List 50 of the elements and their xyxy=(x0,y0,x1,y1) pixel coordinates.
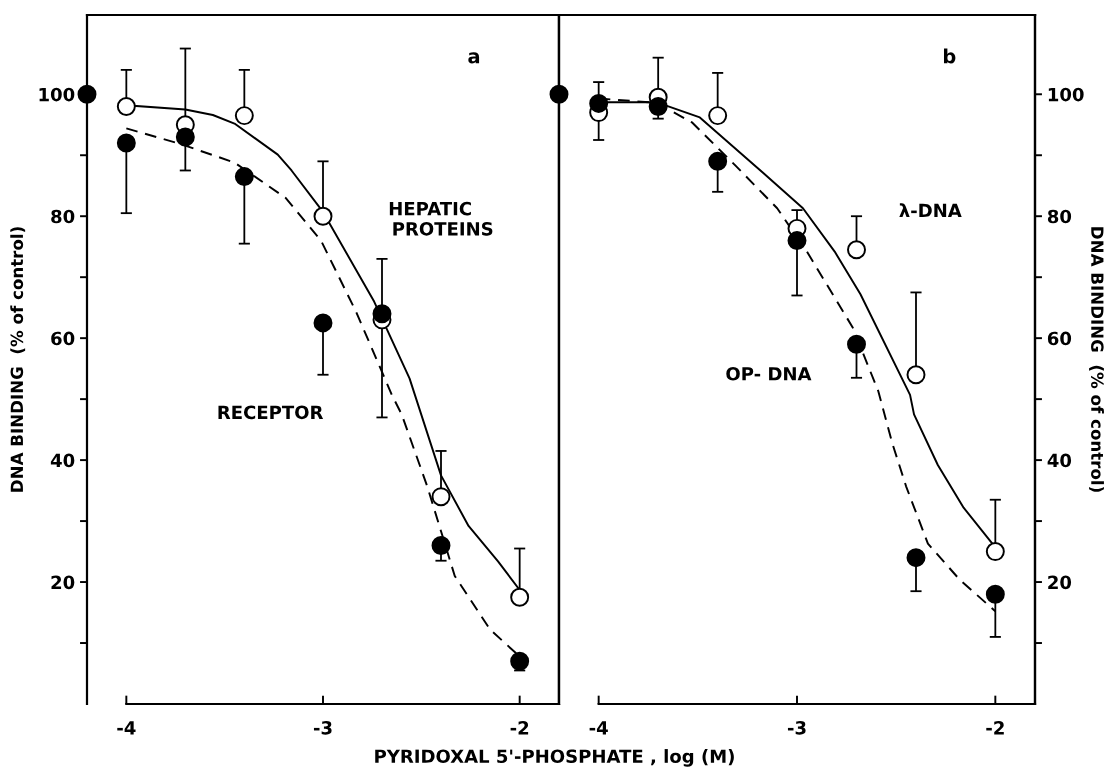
point xyxy=(906,365,926,385)
y2-axis-title: DNA BINDING (% of control) xyxy=(1089,227,1104,492)
x-tick-label: -2 xyxy=(986,720,1004,735)
y-tick-label: 20 xyxy=(51,575,75,590)
point xyxy=(313,313,333,333)
y-axis-title: DNA BINDING (% of control) xyxy=(10,227,26,492)
y-tick-label: 80 xyxy=(51,209,75,224)
point xyxy=(431,487,451,507)
point xyxy=(77,84,97,104)
point xyxy=(175,127,195,147)
annotation: OP- DNA xyxy=(726,366,812,381)
y-tick-label: 40 xyxy=(50,453,75,468)
annotation: HEPATIC PROTEINS xyxy=(389,201,493,236)
point xyxy=(431,535,451,555)
point xyxy=(372,304,392,324)
point xyxy=(648,96,668,116)
point xyxy=(510,651,530,671)
y2-tick-label: 60 xyxy=(1047,331,1072,346)
point xyxy=(708,151,728,171)
x-tick-label: -3 xyxy=(313,720,332,735)
point xyxy=(985,584,1005,604)
annotation: RECEPTOR xyxy=(218,405,324,420)
y2-tick-label: 20 xyxy=(1048,575,1072,590)
point xyxy=(234,167,254,187)
y-tick-label: 100 xyxy=(39,87,75,102)
point xyxy=(847,240,866,260)
point xyxy=(510,587,530,607)
point xyxy=(116,96,136,116)
y-tick-label: 60 xyxy=(51,331,75,346)
point xyxy=(906,548,926,568)
point xyxy=(313,206,333,226)
y2-tick-label: 40 xyxy=(1047,453,1072,468)
x-tick-label: -4 xyxy=(589,721,608,735)
point xyxy=(234,106,254,126)
text: a xyxy=(468,52,480,64)
point xyxy=(708,106,728,126)
x-tick-label: -4 xyxy=(117,721,136,735)
text: b xyxy=(944,48,956,64)
point xyxy=(787,231,807,251)
x-tick-label: -2 xyxy=(510,720,529,735)
point xyxy=(116,133,136,153)
point xyxy=(847,334,866,354)
point xyxy=(549,84,569,104)
y2-tick-label: 80 xyxy=(1047,209,1072,224)
point xyxy=(589,93,609,113)
x-tick-label: -3 xyxy=(787,720,806,735)
x-axis-title: PYRIDOXAL 5'-PHOSPHATE , log (M) xyxy=(375,749,734,767)
annotation: λ-DNA xyxy=(899,203,962,218)
point xyxy=(985,542,1005,562)
y2-tick-label: 100 xyxy=(1048,87,1084,102)
